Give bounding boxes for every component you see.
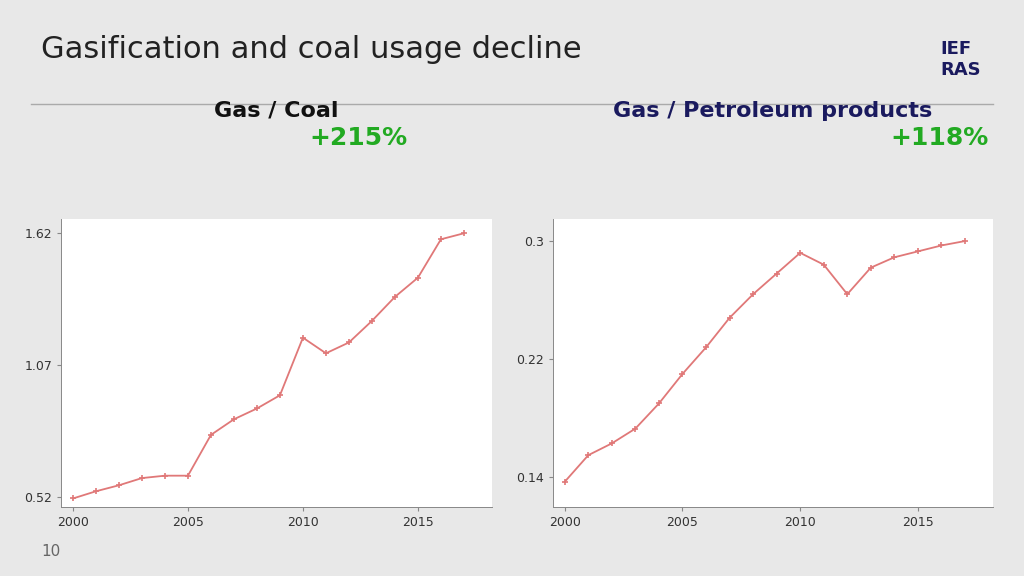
Text: +118%: +118% — [890, 126, 988, 150]
Text: IEF
RAS: IEF RAS — [940, 40, 981, 79]
Text: Gas / Coal: Gas / Coal — [214, 101, 339, 121]
Text: +215%: +215% — [309, 126, 408, 150]
Text: Gasification and coal usage decline: Gasification and coal usage decline — [41, 35, 582, 63]
Text: Gas / Petroleum products: Gas / Petroleum products — [613, 101, 933, 121]
Text: 10: 10 — [41, 544, 60, 559]
